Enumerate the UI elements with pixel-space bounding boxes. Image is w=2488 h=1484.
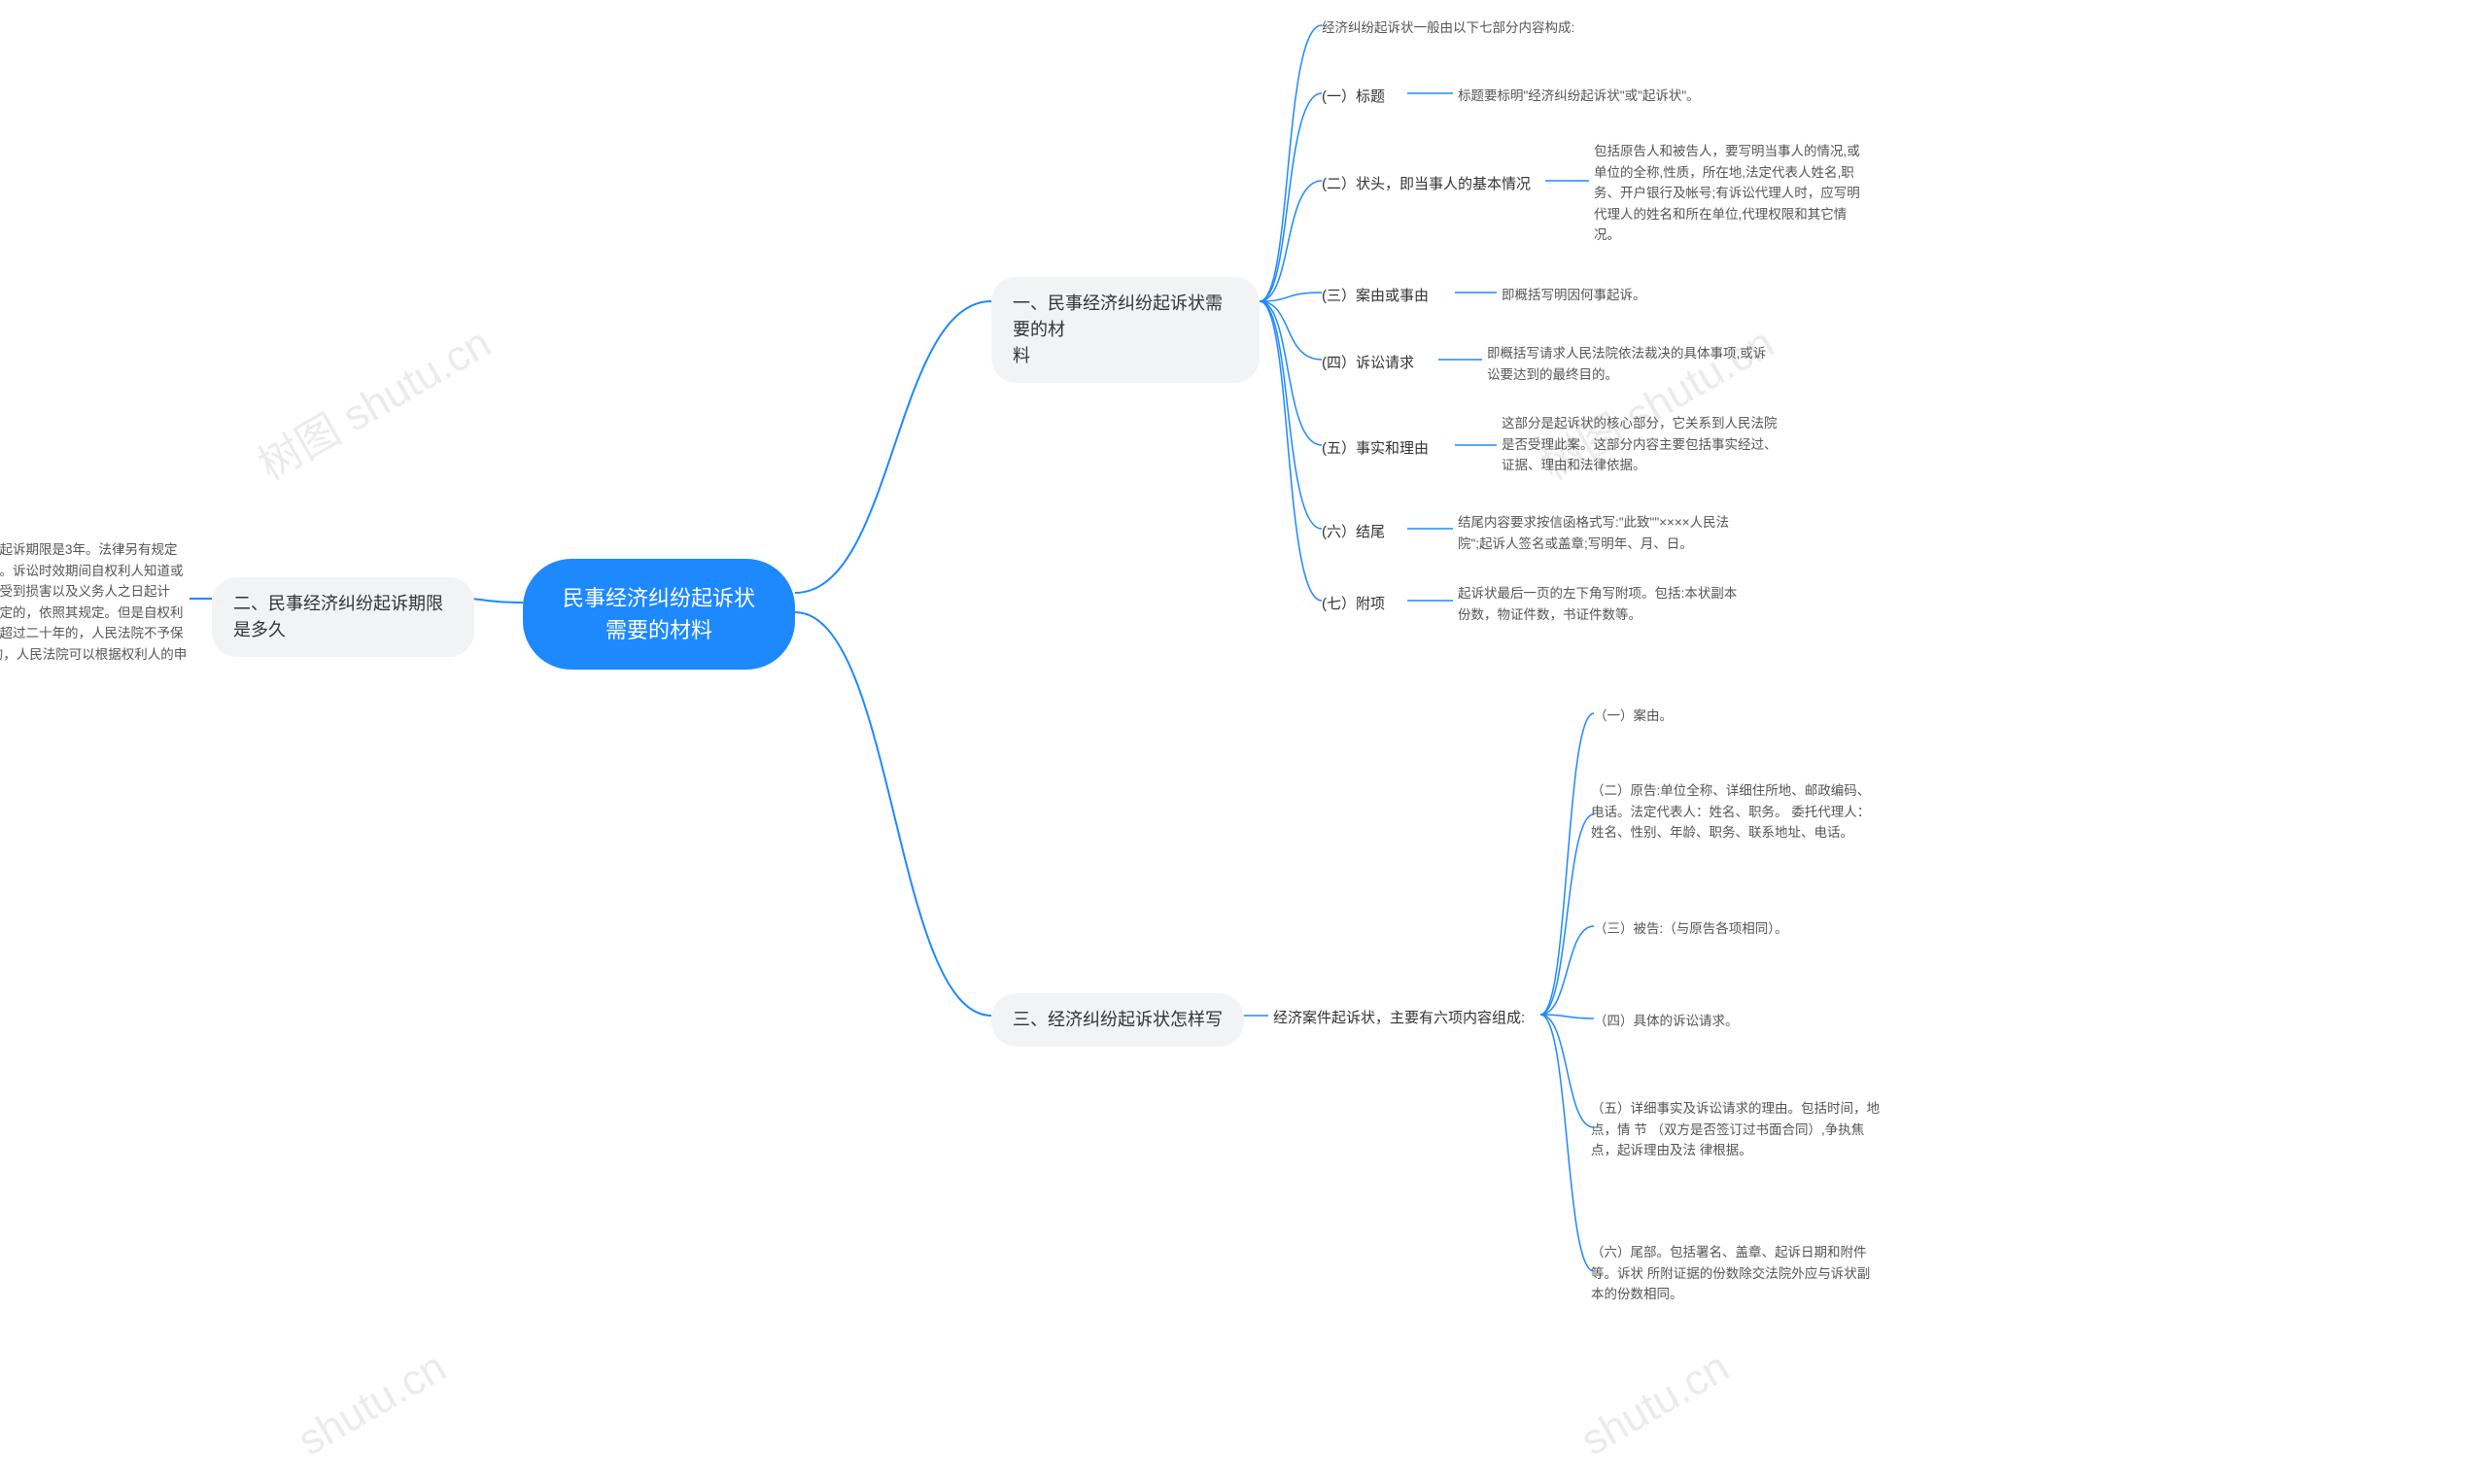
b3-item-2: （二）原告:单位全称、详细住所地、邮政编码、电话。法定代表人：姓名、职务。 委托…: [1591, 780, 1883, 844]
branch-3-sub: 经济案件起诉状，主要有六项内容组成:: [1273, 1007, 1525, 1029]
b1-item-2-detail: 包括原告人和被告人，要写明当事人的情况,或单位的全称,性质，所在地,法定代表人姓…: [1594, 141, 1866, 246]
branch-2-label: 二、民事经济纠纷起诉期限是多久: [233, 594, 443, 639]
b3-item-6: （六）尾部。包括署名、盖章、起诉日期和附件等。诉状 所附证据的份数除交法院外应与…: [1591, 1242, 1883, 1305]
root-label: 民事经济纠纷起诉状需要的材料: [563, 586, 755, 642]
branch-node-1[interactable]: 一、民事经济纠纷起诉状需要的材 料: [991, 277, 1260, 383]
watermark: 树图 shutu.cn: [245, 309, 501, 493]
b1-item-7-detail: 起诉状最后一页的左下角写附项。包括:本状副本份数，物证件数，书证件数等。: [1458, 583, 1740, 625]
b1-item-4[interactable]: (四）诉讼请求: [1322, 352, 1414, 374]
branch-3-label: 三、经济纠纷起诉状怎样写: [1013, 1010, 1223, 1029]
branch-2-leaf: 一般的经济纠纷起诉期限是3年。法律另有规定的，依照其规定。诉讼时效期间自权利人知…: [0, 539, 190, 686]
b1-item-4-detail: 即概括写请求人民法院依法裁决的具体事项,或诉讼要达到的最终目的。: [1487, 343, 1769, 385]
b1-item-2[interactable]: (二）状头，即当事人的基本情况: [1322, 173, 1531, 195]
b3-item-4: （四）具体的诉讼请求。: [1594, 1011, 1739, 1032]
b1-item-6[interactable]: (六）结尾: [1322, 521, 1385, 543]
branch-node-2[interactable]: 二、民事经济纠纷起诉期限是多久: [212, 577, 474, 657]
watermark: shutu.cn: [291, 1343, 455, 1466]
root-node[interactable]: 民事经济纠纷起诉状需要的材料: [523, 559, 795, 670]
connector-layer: [0, 0, 2488, 1484]
branch-1-label-cont: 料: [1013, 346, 1030, 365]
branch-1-label: 一、民事经济纠纷起诉状需要的材: [1013, 293, 1223, 339]
b1-item-3-detail: 即概括写明因何事起诉。: [1502, 285, 1646, 306]
watermark: shutu.cn: [1573, 1343, 1738, 1466]
b1-item-1-detail: 标题要标明"经济纠纷起诉状"或"起诉状"。: [1458, 86, 1700, 107]
b3-item-3: （三）被告:（与原告各项相同）。: [1594, 918, 1788, 940]
b1-item-7[interactable]: (七）附项: [1322, 593, 1385, 615]
branch-1-intro: 经济纠纷起诉状一般由以下七部分内容构成:: [1322, 17, 1574, 39]
branch-node-3[interactable]: 三、经济纠纷起诉状怎样写: [991, 993, 1244, 1047]
b1-item-5[interactable]: (五）事实和理由: [1322, 437, 1429, 460]
b1-item-6-detail: 结尾内容要求按信函格式写:"此致""××××人民法院";起诉人签名或盖章;写明年…: [1458, 512, 1740, 554]
b1-item-1[interactable]: (一）标题: [1322, 86, 1385, 108]
b1-item-3[interactable]: (三）案由或事由: [1322, 285, 1429, 307]
b1-item-5-detail: 这部分是起诉状的核心部分，它关系到人民法院是否受理此案。这部分内容主要包括事实经…: [1502, 413, 1783, 476]
b3-item-1: （一）案由。: [1594, 706, 1673, 727]
b3-item-5: （五）详细事实及诉讼请求的理由。包括时间，地点，情 节 （双方是否签订过书面合同…: [1591, 1098, 1883, 1161]
